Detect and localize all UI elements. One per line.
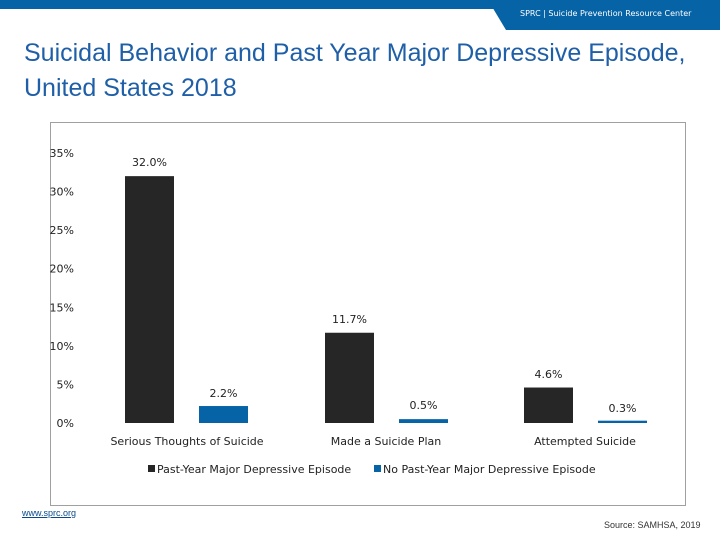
data-label: 4.6% bbox=[535, 368, 563, 381]
data-label: 32.0% bbox=[132, 156, 167, 169]
page-title: Suicidal Behavior and Past Year Major De… bbox=[24, 39, 686, 102]
category-label: Attempted Suicide bbox=[534, 435, 636, 448]
chart-frame bbox=[50, 122, 686, 506]
header-tab: SPRC | Suicide Prevention Resource Cente… bbox=[488, 0, 720, 30]
category-label: Made a Suicide Plan bbox=[331, 435, 442, 448]
header-bar bbox=[0, 0, 720, 9]
bar bbox=[598, 420, 647, 423]
y-tick-label: 0% bbox=[57, 417, 74, 430]
org-label: SPRC | Suicide Prevention Resource Cente… bbox=[520, 9, 692, 18]
y-tick-label: 20% bbox=[50, 263, 74, 276]
data-label: 0.3% bbox=[609, 402, 637, 415]
bar bbox=[199, 406, 248, 423]
legend-label: No Past-Year Major Depressive Episode bbox=[383, 463, 596, 476]
bar bbox=[125, 176, 174, 423]
bar bbox=[524, 387, 573, 423]
data-label: 11.7% bbox=[332, 313, 367, 326]
bar bbox=[325, 332, 374, 423]
website-link[interactable]: www.sprc.org bbox=[22, 508, 77, 518]
y-tick-label: 30% bbox=[50, 186, 74, 199]
data-label: 2.2% bbox=[210, 387, 238, 400]
category-label: Serious Thoughts of Suicide bbox=[110, 435, 263, 448]
source-note: Source: SAMHSA, 2019 bbox=[604, 520, 701, 530]
bar bbox=[399, 419, 448, 423]
y-tick-label: 25% bbox=[50, 224, 74, 237]
y-tick-label: 10% bbox=[50, 340, 74, 353]
y-tick-label: 5% bbox=[57, 378, 74, 391]
y-tick-label: 15% bbox=[50, 301, 74, 314]
legend-label: Past-Year Major Depressive Episode bbox=[157, 463, 351, 476]
y-tick-label: 35% bbox=[50, 147, 74, 160]
data-label: 0.5% bbox=[410, 399, 438, 412]
legend-swatch bbox=[374, 465, 381, 472]
legend-swatch bbox=[148, 465, 155, 472]
